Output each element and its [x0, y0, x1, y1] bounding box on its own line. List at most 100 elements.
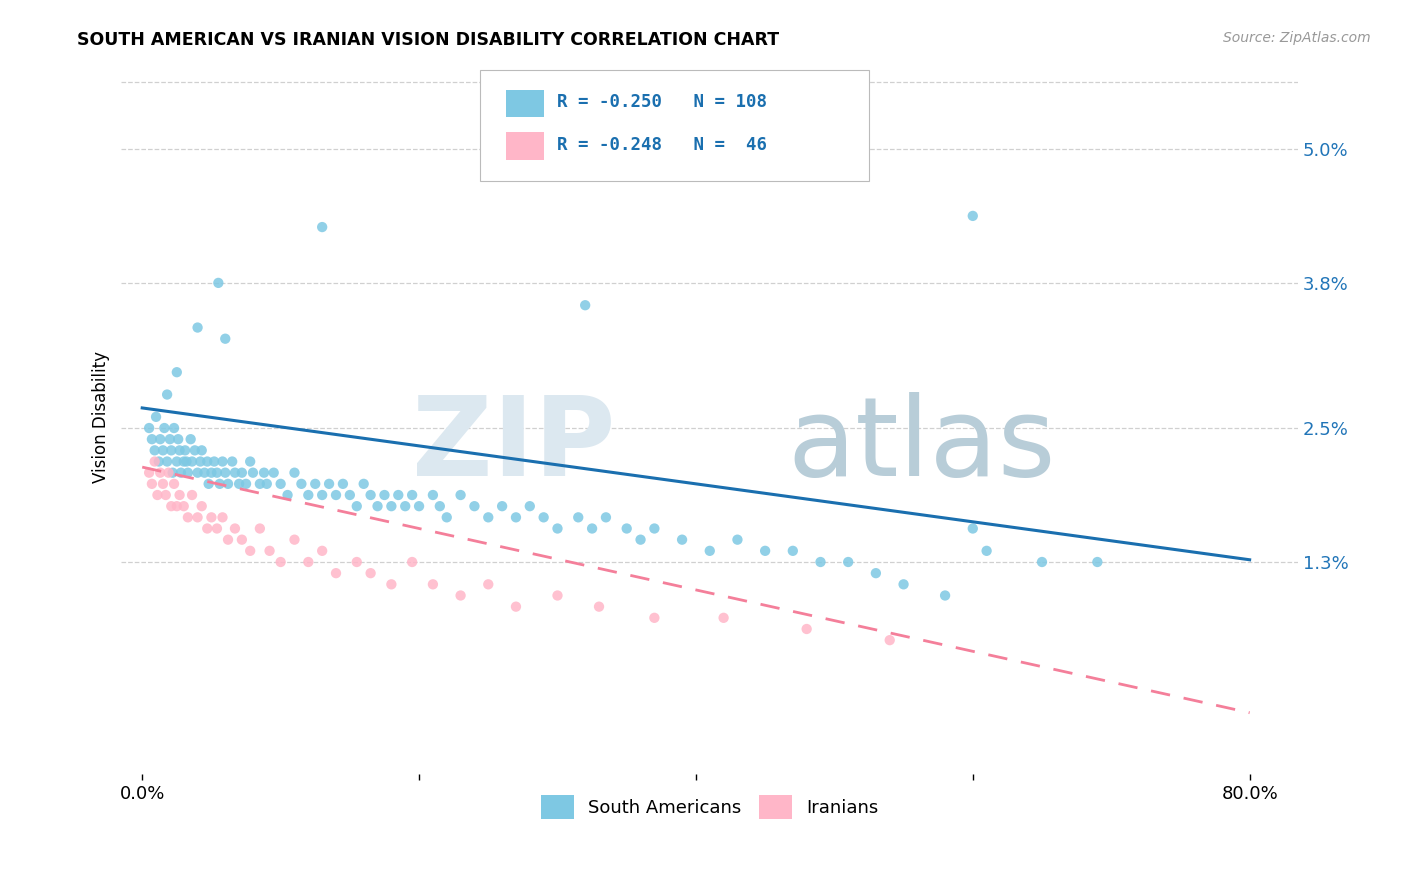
Point	[184, 443, 207, 458]
Point	[380, 577, 402, 591]
Point	[394, 499, 416, 513]
Legend: South Americans, Iranians: South Americans, Iranians	[534, 789, 886, 826]
Point	[169, 488, 191, 502]
Point	[228, 476, 250, 491]
Text: ZIP: ZIP	[412, 392, 616, 499]
Point	[176, 454, 198, 468]
Point	[146, 488, 169, 502]
Point	[221, 454, 243, 468]
Point	[533, 510, 555, 524]
Point	[162, 466, 184, 480]
Point	[387, 488, 409, 502]
Point	[304, 476, 326, 491]
Point	[200, 510, 222, 524]
Point	[177, 466, 200, 480]
Point	[195, 454, 218, 468]
Point	[159, 432, 181, 446]
Point	[188, 454, 211, 468]
Point	[699, 544, 721, 558]
Point	[373, 488, 395, 502]
Point	[160, 499, 183, 513]
Point	[727, 533, 749, 547]
Point	[166, 365, 188, 379]
Point	[166, 454, 188, 468]
Point	[231, 533, 253, 547]
Point	[259, 544, 281, 558]
Point	[422, 488, 444, 502]
Point	[339, 488, 361, 502]
Point	[505, 599, 527, 614]
Point	[143, 443, 166, 458]
Point	[190, 499, 212, 513]
Point	[157, 466, 180, 480]
Point	[976, 544, 998, 558]
Point	[346, 499, 368, 513]
Point	[477, 510, 499, 524]
Point	[166, 499, 188, 513]
Point	[152, 443, 174, 458]
Point	[865, 566, 887, 581]
Point	[211, 510, 233, 524]
Point	[263, 466, 285, 480]
Point	[332, 476, 354, 491]
Point	[318, 476, 340, 491]
Point	[422, 577, 444, 591]
Point	[643, 521, 665, 535]
Point	[208, 476, 231, 491]
Point	[360, 566, 382, 581]
Point	[491, 499, 513, 513]
Point	[160, 443, 183, 458]
Point	[173, 454, 195, 468]
Point	[505, 510, 527, 524]
Point	[224, 466, 246, 480]
Point	[202, 454, 225, 468]
Point	[239, 454, 262, 468]
Point	[207, 276, 229, 290]
Point	[187, 510, 209, 524]
Point	[436, 510, 458, 524]
Point	[224, 521, 246, 535]
Text: atlas: atlas	[787, 392, 1056, 499]
Point	[401, 555, 423, 569]
Point	[429, 499, 451, 513]
Point	[211, 454, 233, 468]
Point	[174, 443, 197, 458]
Point	[643, 611, 665, 625]
Point	[217, 476, 239, 491]
Point	[581, 521, 603, 535]
Y-axis label: Vision Disability: Vision Disability	[93, 351, 110, 483]
Point	[169, 443, 191, 458]
Point	[671, 533, 693, 547]
Point	[145, 409, 167, 424]
Point	[181, 488, 204, 502]
Point	[167, 432, 190, 446]
Point	[810, 555, 832, 569]
Point	[879, 633, 901, 648]
Point	[367, 499, 389, 513]
Point	[346, 555, 368, 569]
Point	[256, 476, 278, 491]
FancyBboxPatch shape	[481, 70, 869, 181]
Point	[180, 432, 202, 446]
Point	[156, 454, 179, 468]
Point	[148, 454, 170, 468]
Point	[138, 466, 160, 480]
Point	[713, 611, 735, 625]
Point	[193, 466, 215, 480]
Point	[450, 488, 472, 502]
Point	[187, 320, 209, 334]
Point	[353, 476, 375, 491]
Point	[200, 466, 222, 480]
Point	[962, 521, 984, 535]
Point	[463, 499, 485, 513]
Point	[290, 476, 312, 491]
Point	[173, 499, 195, 513]
Point	[1031, 555, 1053, 569]
Point	[190, 443, 212, 458]
Point	[283, 466, 305, 480]
Point	[595, 510, 617, 524]
Point	[547, 589, 569, 603]
Point	[235, 476, 257, 491]
FancyBboxPatch shape	[506, 133, 544, 160]
Point	[141, 476, 163, 491]
